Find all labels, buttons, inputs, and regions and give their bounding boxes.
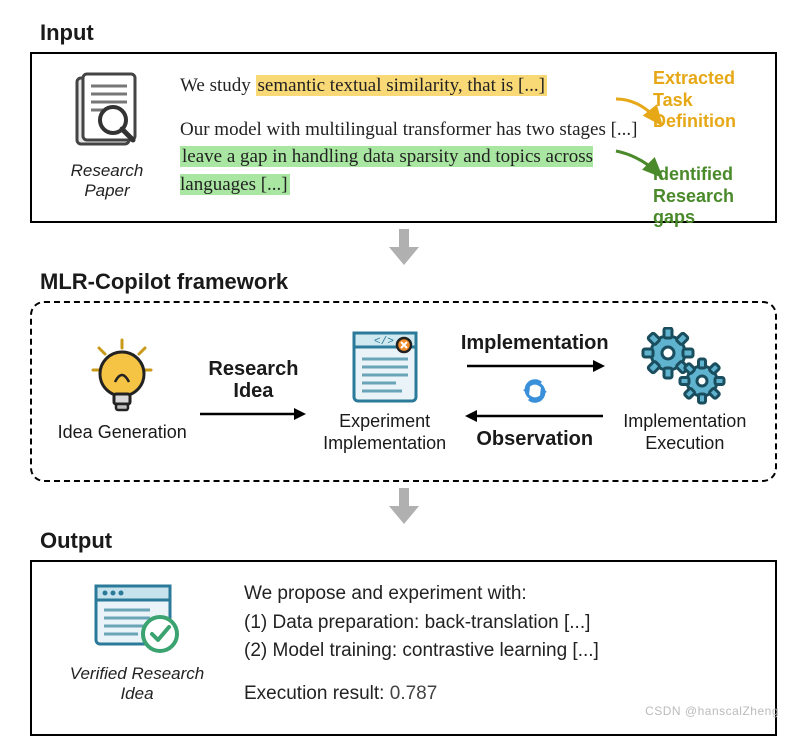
exec-value: 0.787 (390, 683, 438, 704)
line1-highlight: semantic textual similarity, that is [..… (256, 75, 547, 96)
paper-caption: Research Paper (52, 161, 162, 201)
svg-text:</>: </> (374, 336, 394, 348)
line2-highlight: leave a gap in handling data sparsity an… (180, 146, 593, 195)
output-text: We propose and experiment with: (1) Data… (244, 580, 599, 708)
proposal-1: (1) Data preparation: back-translation [… (244, 609, 599, 638)
verified-caption: Verified Research Idea (52, 664, 222, 704)
arrow-impl-col: Implementation Observation (461, 332, 609, 450)
watermark: CSDN @hanscalZheng (645, 704, 779, 718)
node-idea: Idea Generation (52, 338, 192, 444)
arrow-down-2-icon (379, 486, 429, 526)
proposal-intro: We propose and experiment with: (244, 580, 599, 609)
verified-icon-col: Verified Research Idea (52, 580, 222, 704)
gap-arrow-icon (611, 146, 671, 186)
node-exp-label: Experiment Implementation (314, 411, 454, 454)
exec-label: Execution result: (244, 683, 390, 704)
node-exec: Implementation Execution (615, 327, 755, 454)
input-box: Research Paper We study semantic textual… (30, 52, 777, 223)
arrow-down-1-icon (379, 227, 429, 267)
node-exec-label: Implementation Execution (615, 411, 755, 454)
arrow-right-icon (198, 404, 308, 424)
line1-prefix: We study (180, 75, 256, 96)
arrow-idea: Research Idea (198, 358, 308, 424)
arrow-left-icon (465, 408, 605, 424)
arrow-idea-label: Research Idea (198, 358, 308, 402)
output-row: Verified Research Idea We propose and ex… (52, 580, 755, 708)
line2-prefix: Our model with multilingual transformer … (180, 119, 638, 140)
paper-icon-col: Research Paper (52, 72, 162, 201)
node-idea-label: Idea Generation (58, 422, 187, 444)
output-title: Output (40, 528, 777, 554)
node-exp: </> Experiment Implementation (314, 327, 454, 454)
research-paper-icon (67, 72, 147, 157)
input-title: Input (40, 20, 777, 46)
cycle-icon (520, 378, 550, 404)
verified-browser-icon (90, 580, 185, 660)
framework-title: MLR-Copilot framework (40, 269, 777, 295)
flow-row: Idea Generation Research Idea </> (52, 327, 755, 454)
arrow-obs-label: Observation (476, 428, 593, 450)
proposal-2: (2) Model training: contrastive learning… (244, 637, 599, 666)
lightbulb-icon (87, 338, 157, 418)
code-document-icon: </> (346, 327, 424, 407)
arrow-right-2-icon (465, 358, 605, 374)
gears-icon (640, 327, 730, 407)
framework-box: Idea Generation Research Idea </> (30, 301, 777, 482)
task-arrow-icon (611, 94, 671, 134)
arrow-impl-label: Implementation (461, 332, 609, 354)
